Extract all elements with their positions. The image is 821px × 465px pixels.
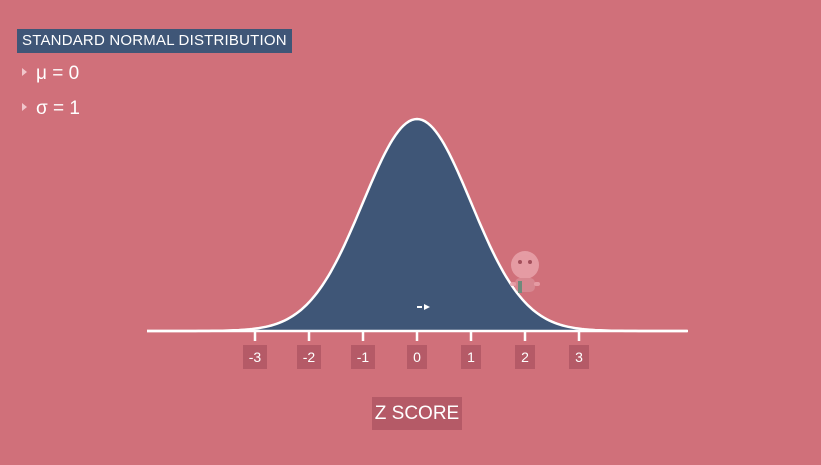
x-tick-label-box — [351, 345, 375, 369]
sd-label: σ = 1 — [36, 98, 80, 119]
mean-label: μ = 0 — [36, 63, 80, 84]
mouse-cursor-icon — [417, 304, 430, 310]
x-tick-label: -2 — [303, 349, 316, 365]
x-tick-label: 3 — [575, 349, 583, 365]
x-axis-label: Z SCORE — [372, 397, 462, 430]
x-tick-label-box — [461, 345, 481, 369]
mean-bullet: μ = 0 — [22, 63, 79, 85]
curve-area — [147, 119, 687, 331]
x-tick-label-box — [243, 345, 267, 369]
x-tick-label: -1 — [357, 349, 370, 365]
x-axis-ticks: -3 -2 -1 0 1 2 3 — [243, 331, 589, 369]
x-tick-label-box — [297, 345, 321, 369]
x-tick-label: 1 — [467, 349, 475, 365]
mascot-icon — [510, 251, 540, 293]
bullet-triangle-icon — [22, 102, 27, 111]
x-tick-label-box — [569, 345, 589, 369]
x-tick-label-box — [407, 345, 427, 369]
x-tick-label: -3 — [249, 349, 262, 365]
chart-title: STANDARD NORMAL DISTRIBUTION — [17, 29, 292, 53]
x-tick-label: 0 — [413, 349, 421, 365]
x-tick-label: 2 — [521, 349, 529, 365]
x-tick-label-box — [515, 345, 535, 369]
bullet-triangle-icon — [22, 67, 27, 76]
sd-bullet: σ = 1 — [22, 98, 80, 120]
